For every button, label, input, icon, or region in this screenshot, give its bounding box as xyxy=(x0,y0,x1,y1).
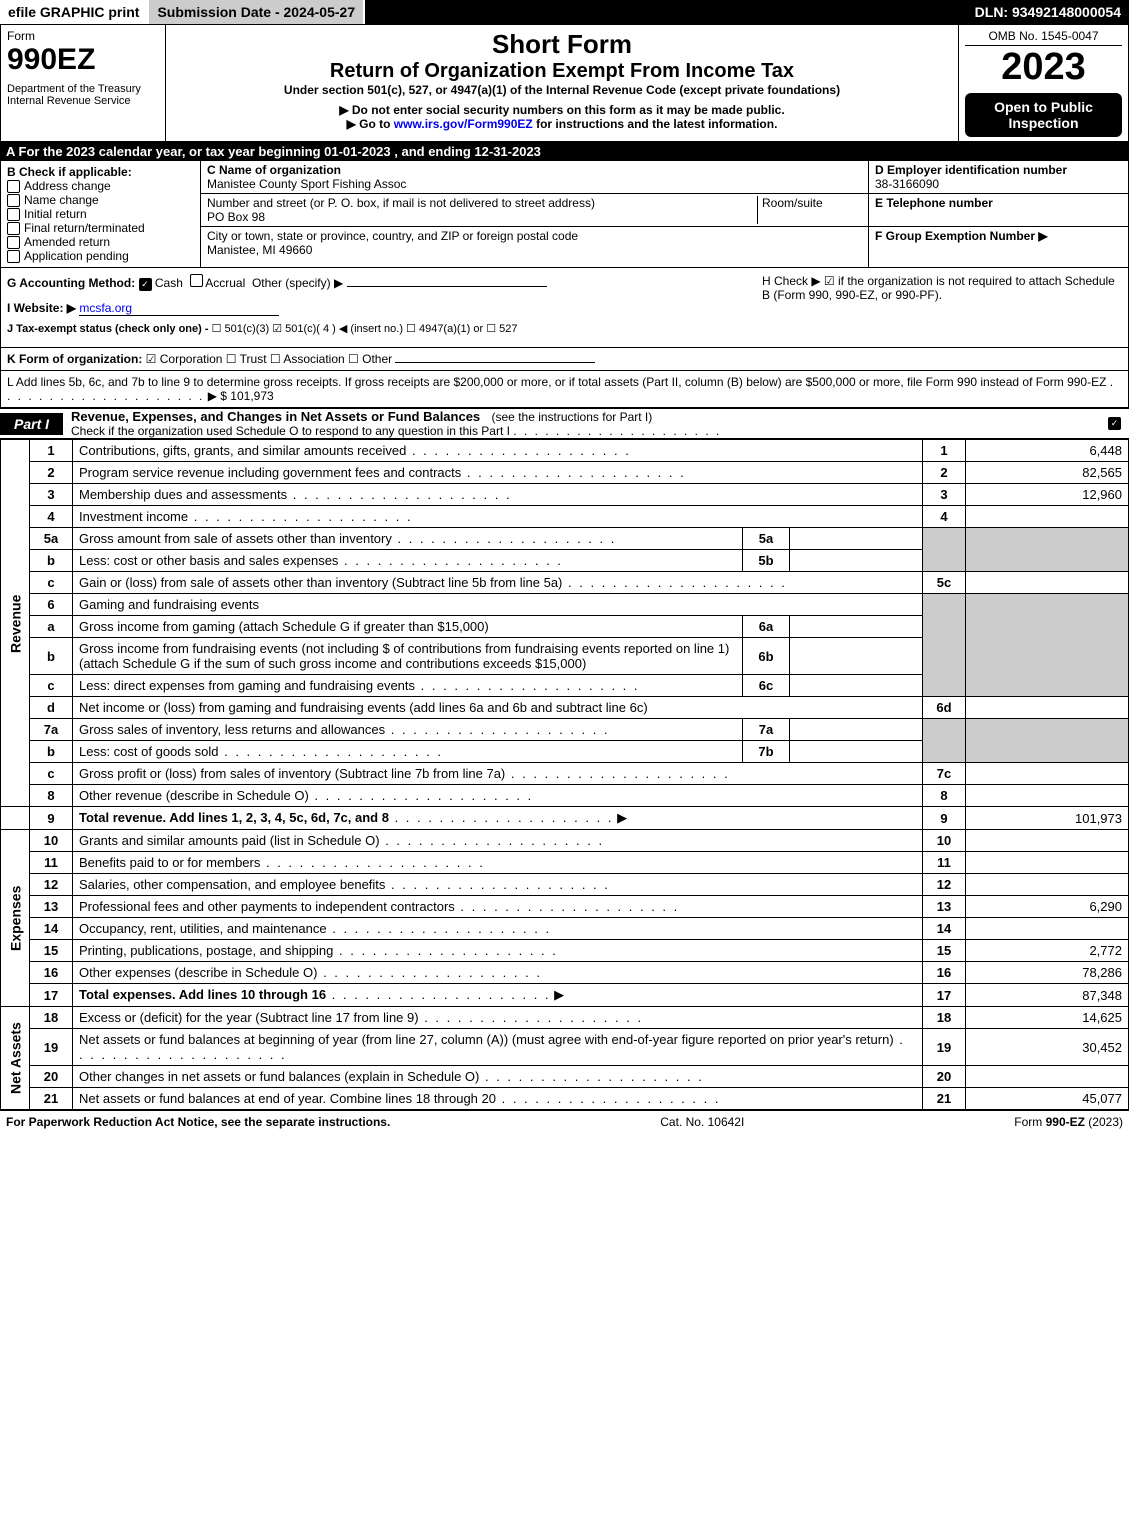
line9-value: 101,973 xyxy=(966,807,1129,830)
no-ssn-note: ▶ Do not enter social security numbers o… xyxy=(172,103,952,117)
cb-name-change[interactable]: Name change xyxy=(7,193,194,207)
top-bar: efile GRAPHIC print Submission Date - 20… xyxy=(0,0,1129,24)
line16-value: 78,286 xyxy=(966,962,1129,984)
c-name-label: C Name of organization xyxy=(207,163,341,177)
checkbox-icon xyxy=(7,194,20,207)
f-label: F Group Exemption Number ▶ xyxy=(875,229,1048,243)
dln-label: DLN: 93492148000054 xyxy=(967,0,1129,24)
section-ghijkl: G Accounting Method: ✓ Cash Accrual Othe… xyxy=(0,268,1129,348)
footer-mid: Cat. No. 10642I xyxy=(660,1115,744,1129)
c-city-label: City or town, state or province, country… xyxy=(207,229,578,243)
row-a: A For the 2023 calendar year, or tax yea… xyxy=(0,142,1129,161)
bcd-grid: B Check if applicable: Address change Na… xyxy=(0,161,1129,268)
section-def: D Employer identification number 38-3166… xyxy=(868,161,1128,267)
e-label: E Telephone number xyxy=(875,196,993,210)
section-l: L Add lines 5b, 6c, and 7b to line 9 to … xyxy=(0,371,1129,408)
c-room-label: Room/suite xyxy=(762,196,823,210)
cb-final-return[interactable]: Final return/terminated xyxy=(7,221,194,235)
checkbox-icon xyxy=(7,236,20,249)
line2-value: 82,565 xyxy=(966,462,1129,484)
line18-value: 14,625 xyxy=(966,1007,1129,1029)
j-options: ☐ 501(c)(3) ☑ 501(c)( 4 ) ◀ (insert no.)… xyxy=(212,323,518,335)
section-h: H Check ▶ ☑ if the organization is not r… xyxy=(762,274,1122,341)
footer-right: Form 990-EZ (2023) xyxy=(1014,1115,1123,1129)
checkbox-icon xyxy=(190,274,203,287)
irs-link[interactable]: www.irs.gov/Form990EZ xyxy=(394,117,533,131)
org-city: Manistee, MI 49660 xyxy=(207,243,312,257)
cb-initial-return[interactable]: Initial return xyxy=(7,207,194,221)
line21-value: 45,077 xyxy=(966,1088,1129,1110)
form-word: Form xyxy=(7,29,159,43)
line1-value: 6,448 xyxy=(966,440,1129,462)
under-section: Under section 501(c), 527, or 4947(a)(1)… xyxy=(172,83,952,97)
expenses-vlabel: Expenses xyxy=(1,830,30,1007)
form-header: Form 990EZ Department of the Treasury In… xyxy=(0,24,1129,142)
line13-value: 6,290 xyxy=(966,896,1129,918)
schedule-o-checkbox: ✓ xyxy=(1108,417,1121,430)
org-street: PO Box 98 xyxy=(207,210,265,224)
inspection-badge: Open to Public Inspection xyxy=(965,93,1122,137)
section-k: K Form of organization: ☑ Corporation ☐ … xyxy=(0,348,1129,371)
website-link[interactable]: mcsfa.org xyxy=(79,301,279,316)
form-code: 990EZ xyxy=(7,43,159,77)
revenue-vlabel: Revenue xyxy=(1,440,30,807)
org-name: Manistee County Sport Fishing Assoc xyxy=(207,177,406,191)
tax-year: 2023 xyxy=(965,46,1122,89)
j-prefix: J Tax-exempt status (check only one) - xyxy=(7,323,209,335)
submission-date: Submission Date - 2024-05-27 xyxy=(149,0,365,24)
omb-number: OMB No. 1545-0047 xyxy=(965,29,1122,46)
page-footer: For Paperwork Reduction Act Notice, see … xyxy=(0,1110,1129,1133)
netassets-vlabel: Net Assets xyxy=(1,1007,30,1110)
checkbox-icon xyxy=(7,208,20,221)
g-prefix: G Accounting Method: xyxy=(7,276,135,290)
short-form-title: Short Form xyxy=(172,29,952,60)
part1-table: Revenue 1 Contributions, gifts, grants, … xyxy=(0,439,1129,1110)
line4-value xyxy=(966,506,1129,528)
line15-value: 2,772 xyxy=(966,940,1129,962)
part1-header: Part I Revenue, Expenses, and Changes in… xyxy=(0,408,1129,439)
section-c: C Name of organization Manistee County S… xyxy=(201,161,868,267)
goto-note: ▶ Go to www.irs.gov/Form990EZ for instru… xyxy=(172,117,952,131)
section-b: B Check if applicable: Address change Na… xyxy=(1,161,201,267)
dept-label: Department of the Treasury Internal Reve… xyxy=(7,83,159,107)
checkbox-icon xyxy=(7,180,20,193)
part1-tab: Part I xyxy=(0,413,63,435)
ein-value: 38-3166090 xyxy=(875,177,939,191)
c-street-label: Number and street (or P. O. box, if mail… xyxy=(207,196,595,210)
line17-value: 87,348 xyxy=(966,984,1129,1007)
checkbox-icon xyxy=(7,250,20,263)
checkbox-checked-icon: ✓ xyxy=(139,278,152,291)
return-title: Return of Organization Exempt From Incom… xyxy=(172,60,952,83)
checkbox-icon xyxy=(7,222,20,235)
section-b-label: B Check if applicable: xyxy=(7,165,194,179)
efile-label[interactable]: efile GRAPHIC print xyxy=(0,0,149,24)
cb-address-change[interactable]: Address change xyxy=(7,179,194,193)
part1-title: Revenue, Expenses, and Changes in Net As… xyxy=(63,409,480,424)
other-specify-line[interactable] xyxy=(347,286,547,287)
line3-value: 12,960 xyxy=(966,484,1129,506)
d-label: D Employer identification number xyxy=(875,163,1067,177)
i-prefix: I Website: ▶ xyxy=(7,301,76,315)
gross-receipts: 101,973 xyxy=(230,389,273,403)
cb-application-pending[interactable]: Application pending xyxy=(7,249,194,263)
cb-amended-return[interactable]: Amended return xyxy=(7,235,194,249)
line19-value: 30,452 xyxy=(966,1029,1129,1066)
footer-left: For Paperwork Reduction Act Notice, see … xyxy=(6,1115,390,1129)
